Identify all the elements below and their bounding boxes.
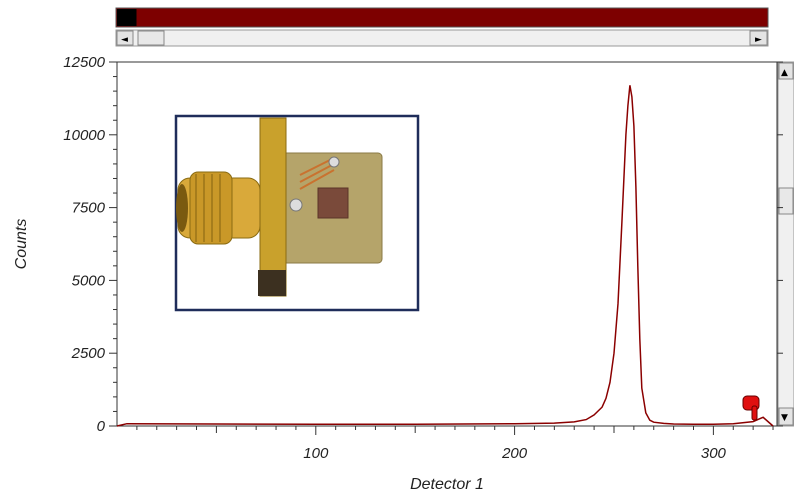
scroll-down-button[interactable]: ▼ [778,407,794,426]
top-color-bar[interactable] [115,7,769,28]
vertical-scrollbar[interactable]: ▲ ▼ [777,61,794,427]
scroll-left-icon: ◄ [121,35,128,45]
y-tick-label: 12500 [63,54,105,71]
scroll-right-icon: ► [755,35,762,45]
series-line [116,85,774,427]
x-axis: 100 200 300 [136,426,774,462]
scroll-right-button[interactable]: ► [749,30,768,46]
scroll-down-icon: ▼ [781,413,788,423]
scroll-left-button[interactable]: ◄ [116,30,134,46]
x-tick-label: 100 [303,445,329,462]
y-tick-label: 10000 [63,127,105,144]
scroll-up-button[interactable]: ▲ [778,62,794,80]
y-tick-label: 0 [97,418,106,435]
y-tick-label: 7500 [72,200,106,217]
y-tick-label: 5000 [72,272,106,289]
scroll-thumb[interactable] [137,30,165,46]
plot-frame [116,61,778,427]
y-tick-label: 2500 [71,345,106,362]
x-axis-label: Detector 1 [410,476,484,493]
horizontal-scrollbar[interactable]: ◄ ► [115,29,769,47]
top-bar-progress [117,9,137,26]
y-axis-label: Counts [13,219,30,270]
x-tick-label: 300 [701,445,727,462]
red-hand-pointer-icon[interactable] [742,395,760,421]
x-tick-label: 200 [501,445,528,462]
bnc-connector-detector-photo-icon [174,114,420,312]
vertical-scroll-thumb[interactable] [778,187,794,215]
y-axis: 0 2500 5000 7500 10000 12500 [63,54,783,435]
scroll-up-icon: ▲ [781,68,788,78]
